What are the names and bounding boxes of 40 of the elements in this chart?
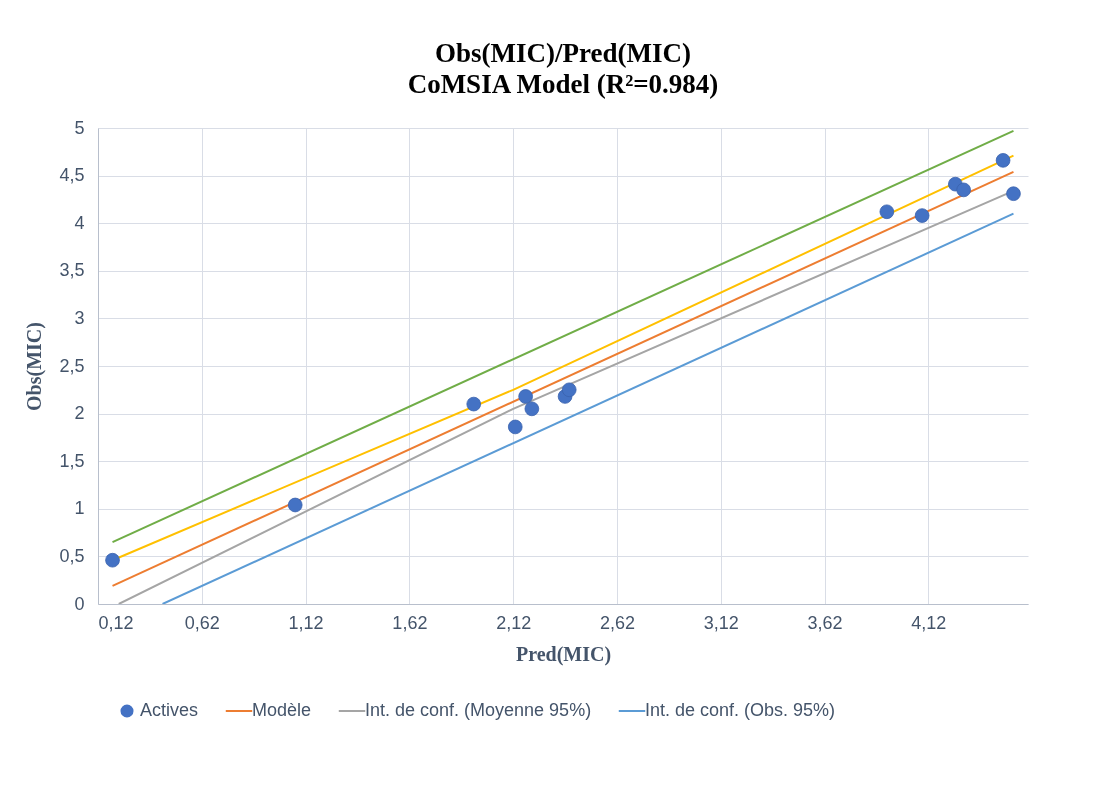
- legend-label: Int. de conf. (Moyenne 95%): [365, 700, 592, 720]
- y-tick-label: 1: [74, 498, 85, 519]
- y-tick-label: 3,5: [59, 260, 85, 281]
- x-tick-label: 1,12: [288, 612, 324, 633]
- x-tick-label: 3,12: [703, 612, 739, 633]
- point: [1006, 186, 1021, 201]
- y-tick-label: 5: [74, 117, 85, 138]
- legend-label: Actives: [140, 700, 199, 720]
- chart-subtitle: CoMSIA Model (R²=0.984): [407, 69, 719, 99]
- y-axis-title: Obs(MIC): [23, 322, 47, 411]
- y-tick-label: 0: [74, 593, 85, 614]
- x-axis-title: Pred(MIC): [515, 642, 612, 666]
- point: [524, 401, 540, 417]
- legend-label: Modèle: [252, 700, 312, 720]
- point: [287, 497, 303, 513]
- x-tick-label: 2,62: [599, 612, 635, 633]
- point: [995, 153, 1011, 168]
- chart-title: Obs(MIC)/Pred(MIC): [435, 38, 691, 68]
- point: [914, 208, 930, 223]
- point: [507, 419, 523, 435]
- point: [466, 396, 482, 412]
- y-tick-label: 2,5: [59, 355, 85, 376]
- x-tick-label: 3,62: [807, 612, 843, 633]
- point: [879, 204, 895, 220]
- x-tick-label: 0,12: [98, 612, 134, 633]
- y-tick-label: 1,5: [59, 450, 85, 471]
- x-tick-label: 4,12: [911, 612, 947, 633]
- x-tick-label: 2,12: [496, 612, 532, 633]
- legend-label: Int. de conf. (Obs. 95%): [645, 700, 836, 720]
- y-tick-label: 4: [74, 212, 85, 233]
- point: [105, 552, 120, 568]
- y-tick-label: 3: [74, 307, 85, 328]
- x-tick-label: 1,62: [392, 612, 428, 633]
- point: [518, 389, 533, 404]
- y-tick-label: 0,5: [59, 545, 85, 566]
- x-tick-label: 0,62: [184, 612, 220, 633]
- point: [956, 182, 971, 198]
- y-tick-label: 4,5: [59, 165, 85, 186]
- point: [561, 382, 577, 398]
- y-tick-label: 2: [74, 403, 85, 424]
